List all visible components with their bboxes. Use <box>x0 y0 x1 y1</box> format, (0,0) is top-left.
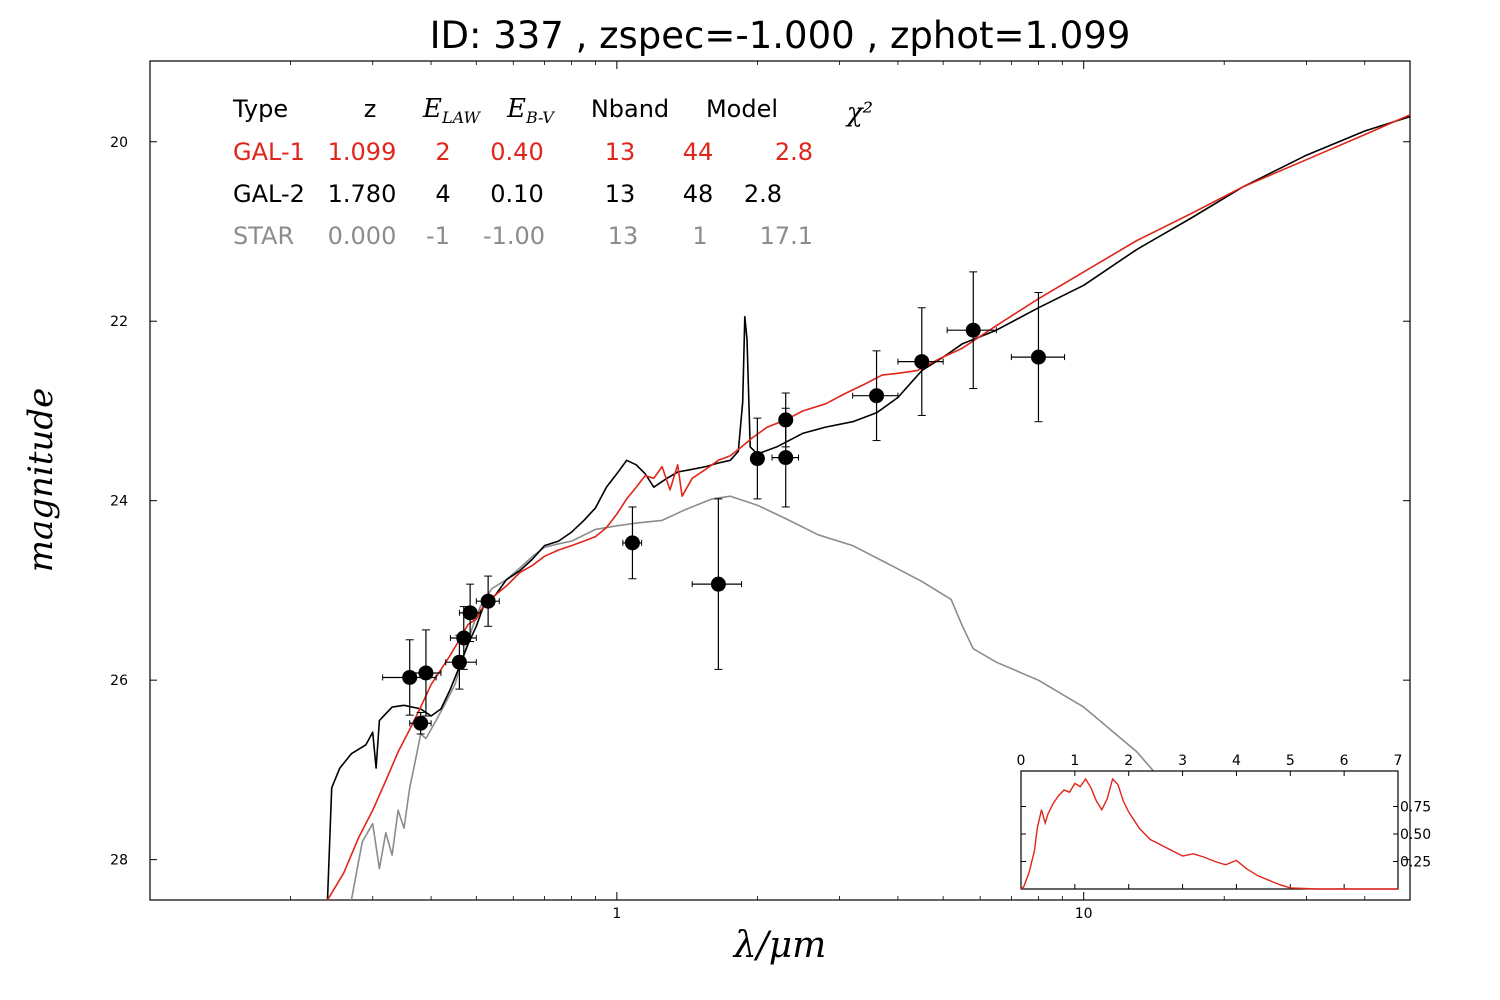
photometry-point <box>914 354 930 370</box>
legend-cell-gal2: 1.780 <box>328 180 397 208</box>
legend-header-type: Type <box>232 95 288 123</box>
y-tick-label: 20 <box>110 135 128 151</box>
inset-x-tick-label: 5 <box>1286 753 1295 769</box>
legend-cell-star: 17.1 <box>760 222 813 250</box>
inset-y-tick-label: 0.50 <box>1400 827 1431 843</box>
y-tick-label: 26 <box>110 673 128 689</box>
legend-cell-gal2: 4 <box>435 180 450 208</box>
legend-header-nband: Nband <box>591 95 669 123</box>
legend-cell-gal1: 0.40 <box>490 138 543 166</box>
legend-cell-gal2: 48 <box>683 180 714 208</box>
inset-y-tick-label: 0.25 <box>1400 855 1431 871</box>
legend-cell-gal1: 2 <box>435 138 450 166</box>
legend-cell-star: -1 <box>426 222 450 250</box>
y-tick-label: 24 <box>110 494 128 510</box>
inset-y-tick-label: 0.75 <box>1400 800 1431 816</box>
photometry-point <box>402 669 418 685</box>
chart-title: ID: 337 , zspec=-1.000 , zphot=1.099 <box>429 14 1131 57</box>
inset-frame <box>1020 770 1399 890</box>
y-tick-label: 22 <box>110 314 128 330</box>
legend-header-z: z <box>364 95 377 123</box>
photometry-point <box>710 576 726 592</box>
x-tick-label: 10 <box>1075 906 1093 922</box>
legend-header-elaw: ELAW <box>422 94 482 127</box>
legend-cell-gal1: GAL-1 <box>233 138 305 166</box>
legend-cell-gal1: 13 <box>605 138 636 166</box>
photometry-point <box>451 654 467 670</box>
photometry-point <box>418 665 434 681</box>
legend-cell-gal1: 44 <box>683 138 714 166</box>
legend-header-chi2: χ² <box>845 98 873 128</box>
inset-x-tick-label: 4 <box>1232 753 1241 769</box>
legend-cell-gal2: 0.10 <box>490 180 543 208</box>
photometry-point <box>869 388 885 404</box>
photometry-point <box>413 715 429 731</box>
legend-header-model: Model <box>706 95 778 123</box>
photometry-point <box>778 450 794 466</box>
inset-x-tick-label: 2 <box>1124 753 1133 769</box>
inset-x-tick-label: 6 <box>1340 753 1349 769</box>
legend-cell-star: 13 <box>608 222 639 250</box>
inset-pdz-line <box>1020 777 1398 890</box>
inset-x-tick-label: 1 <box>1070 753 1079 769</box>
y-axis-label: magnitude <box>21 388 61 573</box>
legend-cell-star: 1 <box>692 222 707 250</box>
legend-cell-star: -1.00 <box>483 222 545 250</box>
legend-header-ebv: EB-V <box>506 94 555 127</box>
photometry-point <box>462 605 478 621</box>
legend-cell-gal2: GAL-2 <box>233 180 305 208</box>
photometry-point <box>624 535 640 551</box>
star-model-line <box>350 495 1225 900</box>
inset-x-tick-label: 3 <box>1178 753 1187 769</box>
plot-frame <box>149 60 1411 901</box>
inset-x-tick-label: 0 <box>1017 753 1026 769</box>
photometry-point <box>480 593 496 609</box>
legend-cell-gal2: 13 <box>605 180 636 208</box>
photometry-point <box>1030 349 1046 365</box>
gal1-model-line <box>326 114 1410 900</box>
legend-cell-gal1: 2.8 <box>775 138 813 166</box>
legend-cell-gal1: 1.099 <box>328 138 397 166</box>
photometry-group <box>382 271 1066 735</box>
legend-cell-gal2: 2.8 <box>744 180 782 208</box>
y-tick-label: 28 <box>110 853 128 869</box>
legend-cell-star: 0.000 <box>328 222 397 250</box>
legend-cell-star: STAR <box>233 222 294 250</box>
photometry-point <box>965 322 981 338</box>
x-axis-label: λ/μm <box>732 925 826 966</box>
inset-x-tick-label: 7 <box>1394 753 1403 769</box>
photometry-point <box>749 451 765 467</box>
photometry-point <box>456 630 472 646</box>
x-tick-label: 1 <box>612 906 621 922</box>
